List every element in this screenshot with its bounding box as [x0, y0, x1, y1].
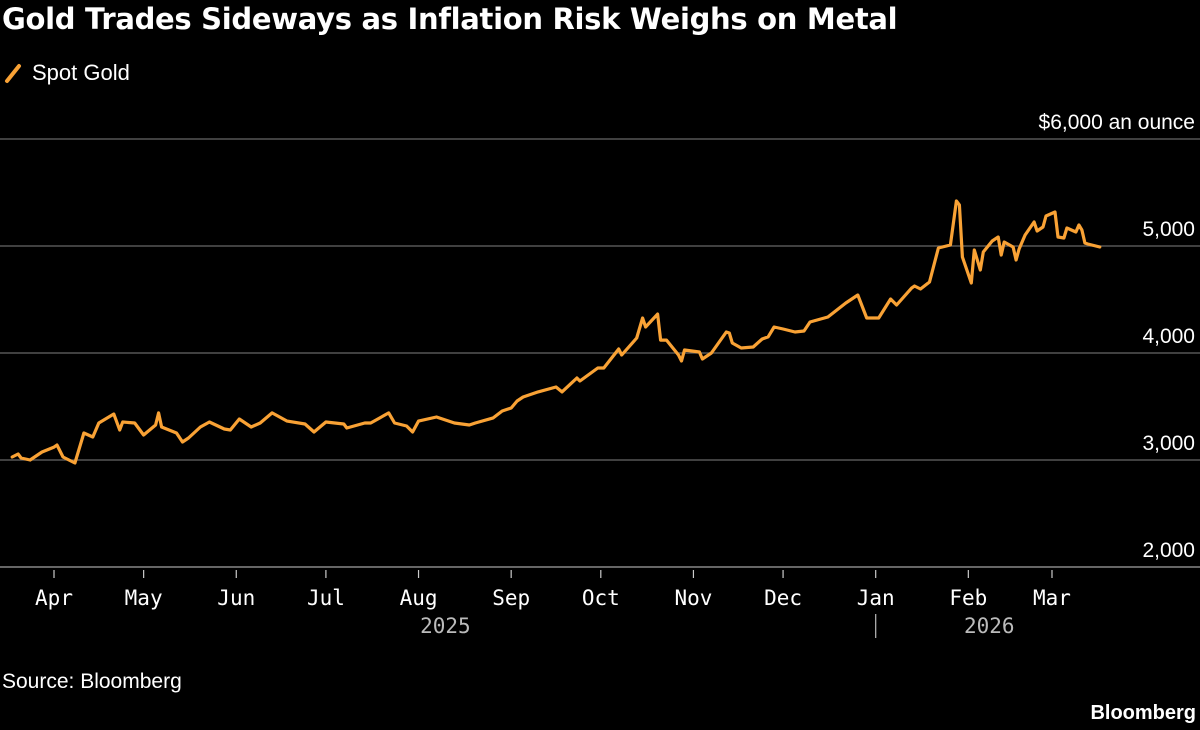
series-line-spot-gold [10, 199, 1102, 465]
x-tick-label: Dec [764, 586, 802, 610]
gridlines [0, 138, 1200, 568]
x-tick-label: Sep [492, 586, 530, 610]
x-tick-label: Jul [307, 586, 345, 610]
y-tick-label: 5,000 [1142, 218, 1195, 241]
x-tick-label: Nov [674, 586, 712, 610]
chart-title: Gold Trades Sideways as Inflation Risk W… [2, 2, 898, 36]
x-tick-label: Apr [35, 586, 73, 610]
x-axis: Apr May Jun Jul Aug Sep Oct Nov Dec Jan Feb Mar 2025… [35, 570, 1071, 638]
x-tick-label: Aug [400, 586, 438, 610]
x-tick-label: Mar [1033, 586, 1071, 610]
series-layer [10, 199, 1102, 465]
x-tick-label: Feb [949, 586, 987, 610]
x-tick-label: Jun [217, 586, 255, 610]
bloomberg-logo: Bloomberg [1090, 702, 1196, 724]
legend-slash-line-icon [5, 64, 21, 83]
legend: Spot Gold [4, 60, 130, 86]
y-tick-label: $6,000 an ounce [1039, 111, 1195, 134]
year-label: 2025 [420, 614, 471, 638]
legend-label-spot-gold: Spot Gold [32, 60, 130, 85]
y-tick-label: 4,000 [1142, 325, 1195, 348]
x-tick-label: Jan [857, 586, 895, 610]
y-tick-label: 2,000 [1142, 539, 1195, 562]
x-tick-label: Oct [582, 586, 620, 610]
source-note: Source: Bloomberg [2, 670, 182, 693]
y-tick-label: 3,000 [1142, 432, 1195, 455]
x-tick-label: May [125, 586, 163, 610]
year-label: 2026 [964, 614, 1015, 638]
y-axis-labels: $6,000 an ounce 5,000 4,000 3,000 2,000 [1039, 111, 1195, 562]
